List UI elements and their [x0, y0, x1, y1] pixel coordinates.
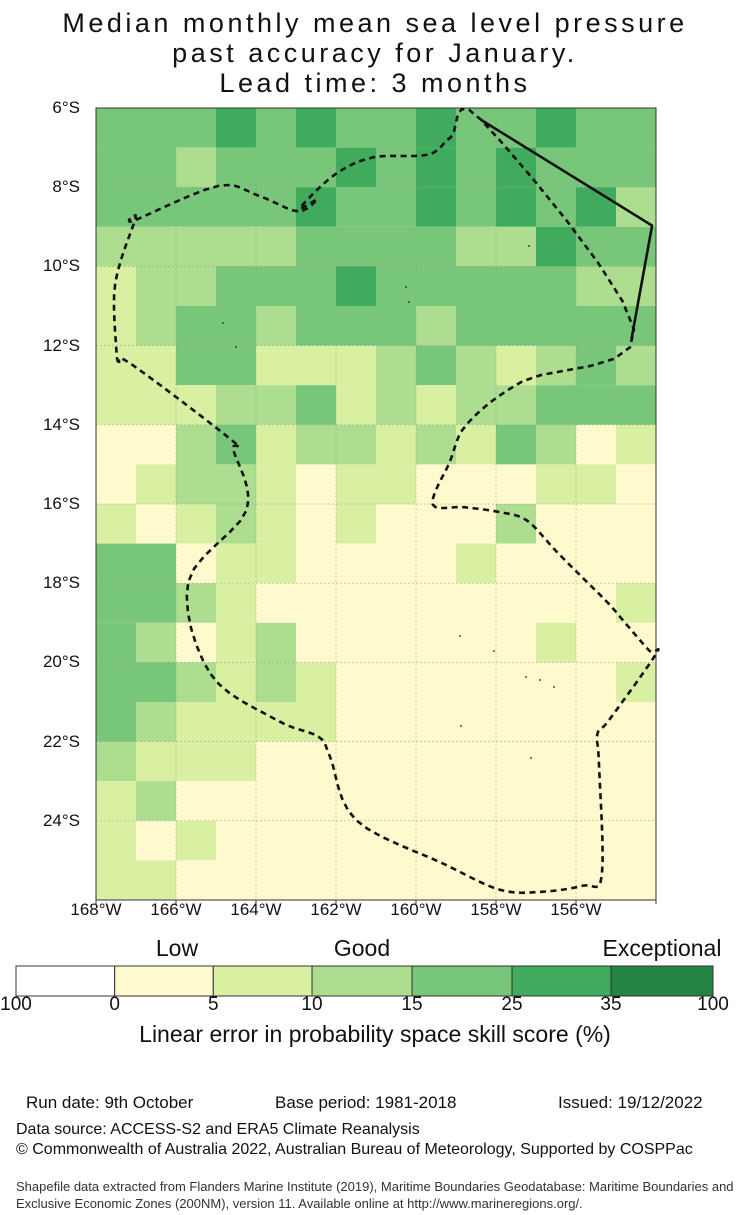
svg-text:100: 100	[0, 994, 32, 1015]
svg-text:15: 15	[401, 994, 422, 1015]
svg-text:0: 0	[109, 994, 120, 1015]
svg-text:100: 100	[697, 994, 729, 1015]
svg-text:10: 10	[301, 994, 322, 1015]
svg-text:25: 25	[501, 994, 522, 1015]
svg-text:5: 5	[208, 994, 219, 1015]
svg-text:Good: Good	[334, 935, 390, 961]
svg-text:Linear error in probability sp: Linear error in probability space skill …	[139, 1021, 611, 1047]
svg-text:Low: Low	[156, 935, 199, 961]
svg-text:35: 35	[600, 994, 621, 1015]
svg-text:Exceptional: Exceptional	[603, 935, 722, 961]
